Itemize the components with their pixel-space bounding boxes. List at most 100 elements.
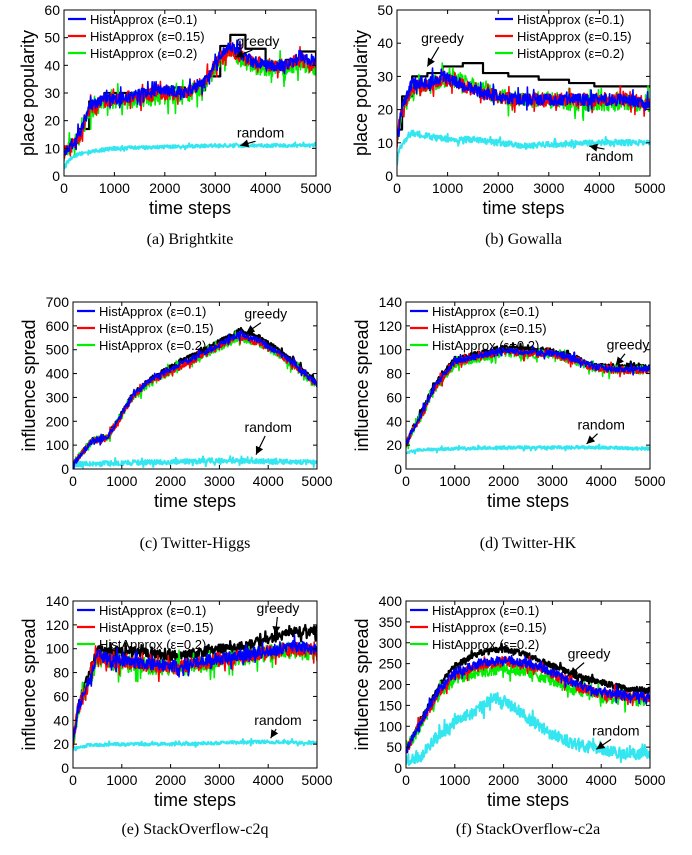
series-line-random xyxy=(73,455,317,469)
x-tick-label: 3000 xyxy=(200,180,231,196)
legend-label: HistApprox (ε=0.1) xyxy=(90,12,197,27)
y-tick-label: 200 xyxy=(379,677,403,693)
series-line-histapprox-0-1 xyxy=(64,39,316,156)
x-tick-label: 4000 xyxy=(586,772,617,788)
x-tick-label: 1000 xyxy=(439,772,470,788)
legend-label: HistApprox (ε=0.2) xyxy=(99,338,206,353)
y-axis-label: influence spread xyxy=(19,618,39,750)
series-group xyxy=(406,642,650,766)
y-tick-label: 60 xyxy=(53,688,69,704)
x-tick-label: 3000 xyxy=(537,473,568,489)
y-tick-label: 30 xyxy=(377,68,393,84)
annotation-label: random xyxy=(586,148,633,164)
annotation-arrow-head xyxy=(427,57,435,67)
x-axis-label: time steps xyxy=(487,491,569,511)
x-tick-label: 4000 xyxy=(250,180,281,196)
y-axis-label: influence spread xyxy=(352,319,372,451)
x-tick-label: 0 xyxy=(60,180,68,196)
series-line-random xyxy=(406,691,650,766)
y-tick-label: 0 xyxy=(394,760,402,776)
x-tick-label: 2000 xyxy=(155,772,186,788)
legend-label: HistApprox (ε=0.15) xyxy=(90,29,205,44)
x-tick-label: 4000 xyxy=(253,772,284,788)
x-tick-label: 2000 xyxy=(488,473,519,489)
annotation-arrow-head xyxy=(569,667,579,676)
y-tick-label: 0 xyxy=(61,760,69,776)
y-tick-label: 100 xyxy=(379,718,403,734)
y-tick-label: 140 xyxy=(46,593,70,609)
x-tick-label: 2000 xyxy=(155,473,186,489)
x-axis-label: time steps xyxy=(482,198,564,218)
legend-label: HistApprox (ε=0.15) xyxy=(99,321,214,336)
x-tick-label: 5000 xyxy=(634,180,665,196)
legend-label: HistApprox (ε=0.15) xyxy=(432,620,547,635)
y-tick-label: 40 xyxy=(377,35,393,51)
x-axis-label: time steps xyxy=(149,198,231,218)
annotation-arrow-head xyxy=(586,435,596,444)
plot-frame xyxy=(405,301,651,470)
annotation-arrow-head xyxy=(596,741,606,750)
chart-panel-5: 0 1000 2000 3000 4000 5000 0 20 40 60 80 100 120 140 t… xyxy=(19,593,333,838)
x-tick-label: 0 xyxy=(402,473,410,489)
y-tick-label: 60 xyxy=(44,2,60,18)
legend-label: HistApprox (ε=0.1) xyxy=(99,603,206,618)
legend: HistApprox (ε=0.1) HistApprox (ε=0.15) His… xyxy=(77,304,214,353)
y-tick-label: 60 xyxy=(386,389,402,405)
legend-label: HistApprox (ε=0.2) xyxy=(432,338,539,353)
y-tick-label: 20 xyxy=(44,113,60,129)
annotation-arrow-head xyxy=(272,626,281,635)
y-tick-label: 120 xyxy=(46,617,70,633)
x-tick-label: 5000 xyxy=(301,772,332,788)
x-tick-label: 3000 xyxy=(533,180,564,196)
x-tick-label: 3000 xyxy=(204,772,235,788)
x-axis-label: time steps xyxy=(154,790,236,810)
x-tick-label: 2000 xyxy=(149,180,180,196)
annotation-label: greedy xyxy=(244,306,287,322)
legend-label: HistApprox (ε=0.1) xyxy=(517,12,624,27)
x-tick-label: 1000 xyxy=(439,473,470,489)
y-tick-label: 100 xyxy=(379,342,403,358)
legend: HistApprox (ε=0.1) HistApprox (ε=0.15) His… xyxy=(410,603,547,652)
series-line-histapprox-0-1 xyxy=(73,634,317,744)
annotation-label: random xyxy=(577,417,624,433)
legend-label: HistApprox (ε=0.1) xyxy=(99,304,206,319)
y-tick-label: 10 xyxy=(44,140,60,156)
y-tick-label: 20 xyxy=(386,437,402,453)
x-tick-label: 5000 xyxy=(634,473,665,489)
y-tick-label: 80 xyxy=(386,366,402,382)
plot-frame xyxy=(72,301,318,470)
legend-label: HistApprox (ε=0.2) xyxy=(99,637,206,652)
annotation-arrow-head xyxy=(615,356,624,366)
x-tick-label: 1000 xyxy=(432,180,463,196)
series-line-histapprox-0-1 xyxy=(406,654,650,754)
y-tick-label: 40 xyxy=(386,413,402,429)
chart-panel-2: 0 1000 2000 3000 4000 5000 0 10 20 30 40 50 time ste… xyxy=(351,2,666,248)
annotation-arrow-head xyxy=(270,729,279,739)
y-tick-label: 400 xyxy=(379,593,403,609)
series-line-histapprox-0-1 xyxy=(406,345,650,445)
y-tick-label: 0 xyxy=(52,168,60,184)
y-tick-label: 50 xyxy=(377,2,393,18)
series-group xyxy=(406,342,650,455)
y-tick-label: 0 xyxy=(385,168,393,184)
legend-label: HistApprox (ε=0.1) xyxy=(432,603,539,618)
annotation-label: greedy xyxy=(421,30,464,46)
y-axis-label: place popularity xyxy=(351,30,371,156)
series-line-histapprox-0-1 xyxy=(73,329,317,469)
x-tick-label: 4000 xyxy=(586,473,617,489)
chart-panel-1: 0 1000 2000 3000 4000 5000 0 10 20 30 40 50 60 time s… xyxy=(18,2,332,248)
annotation-arrow-head xyxy=(240,139,250,148)
x-tick-label: 5000 xyxy=(301,473,332,489)
legend-label: HistApprox (ε=0.2) xyxy=(90,46,197,61)
y-tick-label: 40 xyxy=(44,57,60,73)
y-tick-label: 150 xyxy=(379,697,403,713)
y-tick-label: 100 xyxy=(46,437,70,453)
plot-frame xyxy=(72,600,318,769)
y-tick-label: 30 xyxy=(44,85,60,101)
legend-label: HistApprox (ε=0.15) xyxy=(432,321,547,336)
legend-label: HistApprox (ε=0.1) xyxy=(432,304,539,319)
y-axis-label: influence spread xyxy=(19,319,39,451)
series-group xyxy=(64,33,316,170)
